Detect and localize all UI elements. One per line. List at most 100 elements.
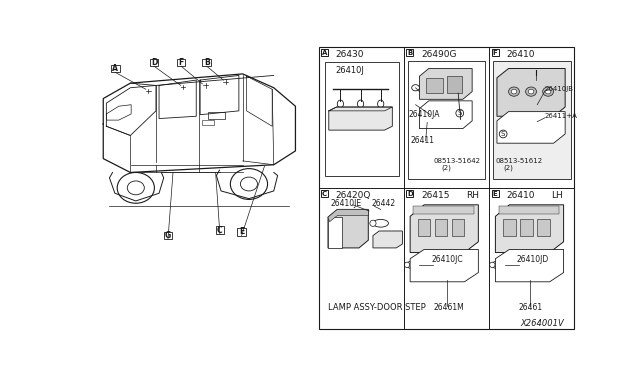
Text: 26442: 26442: [371, 199, 396, 208]
Text: 26410JA: 26410JA: [408, 110, 440, 119]
Bar: [447, 76, 462, 93]
Bar: [499, 206, 559, 214]
Bar: [426, 78, 443, 93]
Ellipse shape: [370, 220, 376, 226]
Ellipse shape: [337, 100, 344, 108]
Text: LH: LH: [551, 191, 563, 200]
Bar: [150, 58, 158, 66]
Text: X264001V: X264001V: [520, 319, 564, 328]
Text: 26430: 26430: [336, 50, 364, 59]
Text: D: D: [151, 58, 157, 67]
Bar: [328, 217, 342, 248]
Bar: [321, 190, 328, 197]
Bar: [452, 219, 465, 235]
Polygon shape: [495, 205, 564, 253]
Bar: [164, 232, 172, 240]
Ellipse shape: [412, 85, 419, 91]
Polygon shape: [329, 107, 392, 130]
Polygon shape: [497, 112, 565, 143]
Text: 26410JE: 26410JE: [330, 199, 362, 208]
Text: 26410: 26410: [506, 191, 535, 200]
Text: 26461M: 26461M: [433, 303, 464, 312]
Text: B: B: [407, 50, 412, 56]
Bar: [435, 219, 447, 235]
Bar: [406, 190, 413, 197]
Text: S: S: [501, 131, 506, 137]
Polygon shape: [328, 209, 368, 222]
Bar: [216, 226, 224, 234]
Ellipse shape: [492, 261, 506, 269]
Text: E: E: [239, 227, 244, 236]
Ellipse shape: [543, 87, 554, 96]
Bar: [537, 219, 550, 235]
Bar: [413, 206, 474, 214]
Bar: [325, 62, 399, 176]
Ellipse shape: [509, 87, 520, 96]
Ellipse shape: [127, 181, 145, 195]
Bar: [321, 49, 328, 56]
Polygon shape: [497, 68, 565, 116]
Text: D: D: [407, 190, 413, 197]
Bar: [111, 65, 120, 73]
Text: RH: RH: [466, 191, 479, 200]
Bar: [202, 58, 211, 66]
Polygon shape: [495, 250, 564, 282]
Text: C: C: [217, 226, 223, 235]
Ellipse shape: [378, 100, 384, 108]
Text: B: B: [204, 58, 209, 67]
Bar: [406, 49, 413, 56]
Text: (2): (2): [503, 164, 513, 171]
Text: 08513-51612: 08513-51612: [495, 158, 543, 164]
Text: G: G: [165, 231, 171, 240]
Text: 26410JB: 26410JB: [545, 86, 574, 92]
Text: C: C: [322, 190, 327, 197]
Ellipse shape: [545, 89, 551, 94]
Text: A: A: [113, 64, 118, 73]
Text: 26420Q: 26420Q: [336, 191, 371, 200]
Bar: [408, 61, 485, 179]
Text: 26411+A: 26411+A: [545, 113, 578, 119]
Text: 26410JD: 26410JD: [516, 255, 548, 264]
Bar: [503, 219, 516, 235]
Text: 26490G: 26490G: [421, 50, 456, 59]
Bar: [492, 49, 499, 56]
Bar: [492, 190, 499, 197]
Text: 26461: 26461: [518, 303, 543, 312]
Ellipse shape: [358, 100, 364, 108]
Text: F: F: [179, 58, 184, 67]
Text: 26411: 26411: [410, 137, 434, 145]
Bar: [319, 47, 575, 329]
Ellipse shape: [117, 173, 154, 203]
Ellipse shape: [404, 262, 410, 267]
Ellipse shape: [525, 87, 536, 96]
Polygon shape: [419, 101, 472, 129]
Polygon shape: [419, 68, 472, 99]
Text: 26415: 26415: [421, 191, 449, 200]
Ellipse shape: [373, 219, 388, 227]
Text: 26410JC: 26410JC: [431, 255, 463, 264]
Polygon shape: [328, 209, 368, 248]
Ellipse shape: [490, 262, 495, 267]
Text: 26410J: 26410J: [336, 65, 365, 74]
Ellipse shape: [529, 89, 534, 94]
Bar: [177, 58, 186, 66]
Bar: [208, 112, 225, 119]
Bar: [202, 120, 214, 125]
Ellipse shape: [241, 177, 257, 191]
Text: (2): (2): [441, 164, 451, 171]
Ellipse shape: [456, 109, 463, 117]
Text: 26410: 26410: [506, 50, 535, 59]
Text: A: A: [322, 50, 327, 56]
Text: E: E: [493, 190, 497, 197]
Text: LAMP ASSY-DOOR STEP: LAMP ASSY-DOOR STEP: [328, 303, 426, 312]
Polygon shape: [373, 231, 403, 248]
Text: F: F: [493, 50, 497, 56]
Polygon shape: [410, 205, 478, 253]
Text: S: S: [458, 110, 462, 116]
Ellipse shape: [406, 261, 420, 269]
Ellipse shape: [499, 130, 507, 138]
Polygon shape: [410, 250, 478, 282]
Ellipse shape: [511, 89, 516, 94]
Bar: [493, 61, 571, 179]
Bar: [418, 219, 430, 235]
